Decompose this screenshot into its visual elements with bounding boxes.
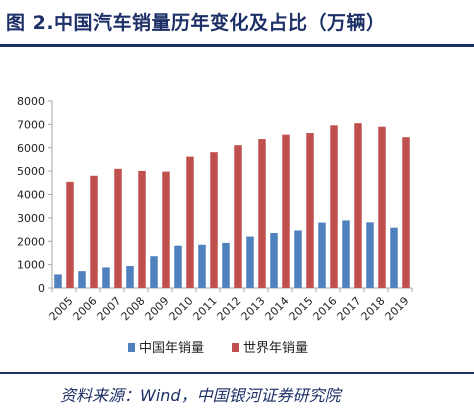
y-tick-label: 1000 bbox=[17, 259, 45, 272]
x-tick-label: 2005 bbox=[47, 294, 76, 323]
y-tick-label: 7000 bbox=[17, 118, 45, 131]
y-tick-label: 2000 bbox=[17, 235, 45, 248]
x-tick-label: 2017 bbox=[335, 294, 364, 323]
chart-legend: 中国年销量 世界年销量 bbox=[128, 341, 308, 356]
bar-china-2005 bbox=[54, 274, 62, 288]
legend-swatch-1 bbox=[232, 343, 239, 352]
bar-world-2013 bbox=[258, 139, 266, 288]
bar-world-2015 bbox=[306, 133, 314, 288]
bar-china-2007 bbox=[102, 267, 110, 288]
bar-china-2017 bbox=[342, 220, 350, 288]
bar-china-2012 bbox=[222, 242, 230, 288]
x-tick-label: 2013 bbox=[239, 294, 268, 323]
x-tick-label: 2010 bbox=[167, 294, 196, 323]
y-tick-label: 3000 bbox=[17, 212, 45, 225]
bar-china-2008 bbox=[126, 266, 134, 288]
bar-china-2006 bbox=[78, 271, 86, 288]
x-tick-label: 2008 bbox=[119, 294, 148, 323]
source-note: 资料来源：Wind，中国银河证券研究院 bbox=[60, 386, 341, 405]
bar-china-2009 bbox=[150, 256, 158, 288]
footer-divider bbox=[0, 372, 474, 374]
bar-world-2019 bbox=[402, 137, 410, 288]
y-tick-label: 8000 bbox=[17, 95, 45, 108]
bar-world-2005 bbox=[66, 181, 74, 288]
bar-china-2018 bbox=[366, 222, 374, 288]
bar-china-2011 bbox=[198, 244, 206, 288]
bar-china-2016 bbox=[318, 222, 326, 288]
bar-world-2010 bbox=[186, 156, 194, 288]
bar-world-2017 bbox=[354, 123, 362, 288]
legend-swatch-0 bbox=[128, 343, 135, 352]
bar-china-2014 bbox=[270, 233, 278, 288]
page-title: 图 2.中国汽车销量历年变化及占比（万辆） bbox=[6, 12, 386, 34]
bar-world-2007 bbox=[114, 168, 122, 288]
y-tick-label: 0 bbox=[38, 282, 45, 295]
bar-china-2010 bbox=[174, 245, 182, 288]
x-tick-label: 2011 bbox=[191, 294, 220, 323]
x-tick-label: 2018 bbox=[359, 294, 388, 323]
x-tick-label: 2014 bbox=[263, 294, 292, 323]
chart-bars bbox=[54, 123, 410, 289]
x-tick-label: 2006 bbox=[71, 294, 100, 323]
y-tick-label: 6000 bbox=[17, 142, 45, 155]
bar-chart: 0100020003000400050006000700080002005200… bbox=[17, 95, 413, 356]
bar-world-2011 bbox=[210, 152, 218, 288]
bar-world-2008 bbox=[138, 170, 146, 288]
x-tick-label: 2015 bbox=[287, 294, 316, 323]
bar-world-2012 bbox=[234, 145, 242, 288]
bar-world-2016 bbox=[330, 125, 338, 288]
y-tick-label: 4000 bbox=[17, 189, 45, 202]
bar-china-2013 bbox=[246, 236, 254, 288]
legend-label-1: 世界年销量 bbox=[243, 341, 308, 356]
x-tick-label: 2019 bbox=[383, 294, 412, 323]
bar-china-2015 bbox=[294, 230, 302, 288]
bar-world-2014 bbox=[282, 134, 290, 288]
title-divider bbox=[0, 44, 474, 47]
x-tick-label: 2016 bbox=[311, 294, 340, 323]
bar-world-2018 bbox=[378, 126, 386, 289]
x-tick-label: 2009 bbox=[143, 294, 172, 323]
bar-world-2009 bbox=[162, 171, 170, 288]
bar-china-2019 bbox=[390, 227, 398, 288]
x-tick-label: 2007 bbox=[95, 294, 124, 323]
x-tick-label: 2012 bbox=[215, 294, 244, 323]
legend-label-0: 中国年销量 bbox=[139, 341, 204, 356]
bar-world-2006 bbox=[90, 175, 98, 288]
y-tick-label: 5000 bbox=[17, 165, 45, 178]
